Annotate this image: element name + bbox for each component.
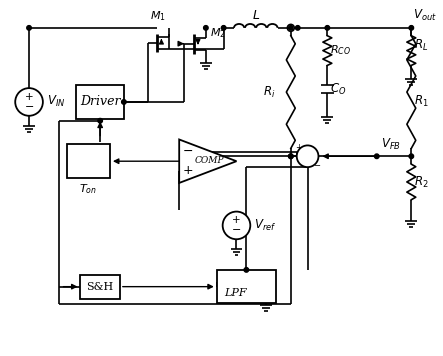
Text: $T_{on}$: $T_{on}$ [79, 182, 97, 196]
Circle shape [288, 26, 293, 30]
Text: $V_{out}$: $V_{out}$ [413, 8, 437, 23]
Circle shape [288, 154, 293, 158]
Text: LPF: LPF [225, 288, 247, 298]
FancyBboxPatch shape [77, 85, 124, 119]
Text: $R_L$: $R_L$ [414, 38, 428, 53]
Text: Driver: Driver [80, 95, 120, 109]
Circle shape [15, 88, 43, 116]
Text: −: − [313, 161, 320, 170]
Text: −: − [232, 225, 241, 235]
Circle shape [297, 145, 319, 167]
FancyBboxPatch shape [66, 145, 110, 178]
Text: +: + [183, 164, 194, 177]
Text: COMP: COMP [194, 156, 224, 165]
Circle shape [409, 154, 414, 158]
Text: S&H: S&H [86, 282, 114, 292]
Circle shape [222, 26, 226, 30]
Text: $C_O$: $C_O$ [330, 82, 347, 96]
Polygon shape [179, 140, 237, 183]
Circle shape [288, 154, 293, 158]
Text: +: + [295, 143, 302, 152]
Circle shape [98, 119, 102, 123]
Text: $V_{FB}$: $V_{FB}$ [381, 137, 400, 152]
Text: $L$: $L$ [252, 9, 260, 22]
Text: +: + [232, 215, 241, 225]
Circle shape [27, 26, 31, 30]
Text: $R_i$: $R_i$ [263, 84, 275, 100]
Text: $R_2$: $R_2$ [414, 174, 429, 189]
Circle shape [409, 26, 414, 30]
Circle shape [204, 26, 208, 30]
Circle shape [244, 268, 249, 272]
Circle shape [288, 25, 294, 31]
Text: $V_{IN}$: $V_{IN}$ [47, 94, 65, 110]
Text: +: + [25, 92, 33, 102]
Text: $R_{CO}$: $R_{CO}$ [330, 44, 351, 57]
Text: $R_1$: $R_1$ [414, 94, 429, 110]
Text: $V_{ref}$: $V_{ref}$ [254, 218, 277, 233]
Circle shape [374, 154, 379, 158]
Circle shape [325, 26, 330, 30]
Text: $M_2$: $M_2$ [210, 26, 225, 40]
Text: −: − [183, 145, 193, 158]
Circle shape [121, 100, 126, 104]
FancyBboxPatch shape [81, 275, 120, 299]
Circle shape [223, 211, 250, 239]
Text: −: − [24, 102, 34, 112]
Circle shape [295, 26, 300, 30]
Text: $M_1$: $M_1$ [150, 9, 165, 23]
FancyBboxPatch shape [217, 270, 276, 303]
